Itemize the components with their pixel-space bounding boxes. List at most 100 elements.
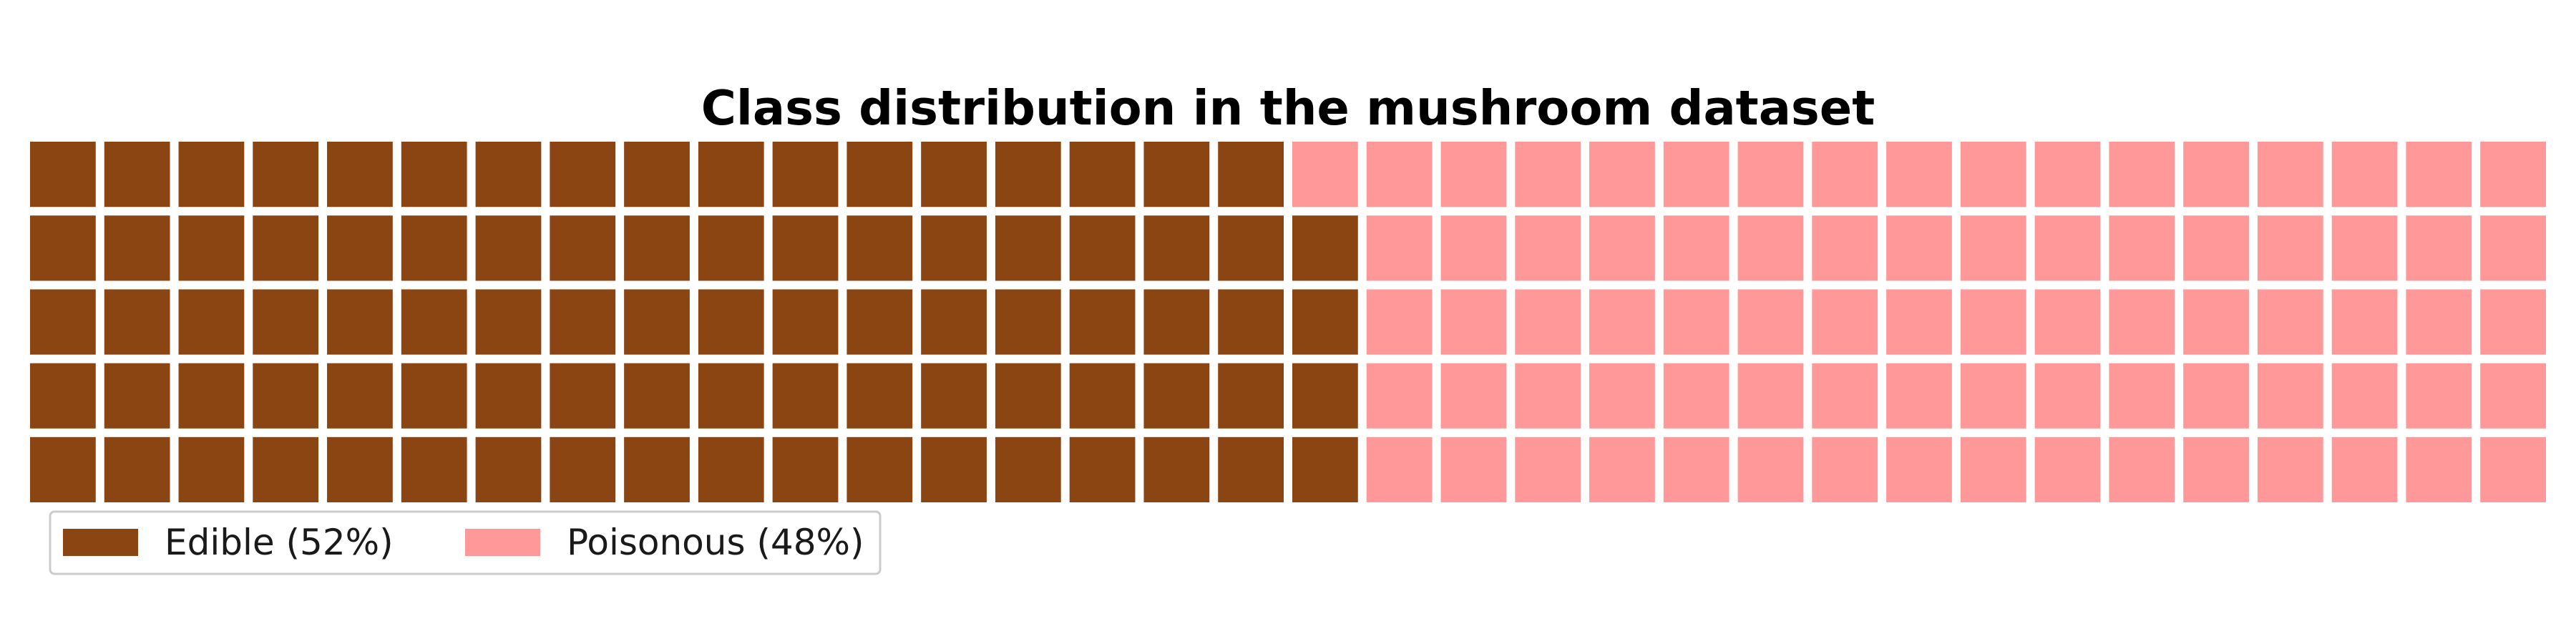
waffle-cell-edible	[104, 363, 170, 429]
waffle-cell-edible	[401, 142, 467, 208]
waffle-cell-poisonous	[1440, 215, 1507, 281]
waffle-cell-edible	[401, 436, 467, 502]
waffle-cell-edible	[698, 215, 764, 281]
waffle-cell-poisonous	[2109, 142, 2175, 208]
waffle-cell-poisonous	[1589, 215, 1655, 281]
waffle-cell-poisonous	[2034, 363, 2101, 429]
waffle-cell-edible	[995, 436, 1061, 502]
waffle-cell-edible	[178, 142, 245, 208]
legend-swatch	[63, 529, 138, 556]
waffle-cell-poisonous	[1589, 363, 1655, 429]
waffle-cell-poisonous	[2257, 289, 2323, 355]
waffle-cell-poisonous	[2406, 289, 2472, 355]
waffle-cell-edible	[475, 215, 542, 281]
waffle-cell-edible	[104, 215, 170, 281]
waffle-cell-edible	[253, 363, 319, 429]
waffle-cell-edible	[624, 436, 690, 502]
legend-label: Poisonous (48%)	[567, 522, 864, 563]
waffle-cell-poisonous	[2406, 363, 2472, 429]
waffle-cell-poisonous	[1812, 363, 1878, 429]
waffle-cell-poisonous	[2406, 215, 2472, 281]
waffle-cell-poisonous	[2331, 363, 2398, 429]
waffle-cell-edible	[1143, 363, 1210, 429]
waffle-cell-poisonous	[1663, 363, 1729, 429]
waffle-cell-edible	[475, 142, 542, 208]
waffle-cell-edible	[1292, 436, 1358, 502]
waffle-cell-poisonous	[2480, 142, 2546, 208]
waffle-cell-edible	[253, 142, 319, 208]
waffle-cell-poisonous	[1812, 289, 1878, 355]
waffle-cell-edible	[1069, 215, 1136, 281]
waffle-cell-edible	[104, 436, 170, 502]
waffle-cell-edible	[1292, 289, 1358, 355]
legend-entries: Edible (52%) Poisonous (48%)	[63, 522, 864, 563]
waffle-cell-edible	[921, 215, 987, 281]
waffle-cell-edible	[253, 436, 319, 502]
waffle-cell-poisonous	[1737, 215, 1804, 281]
waffle-cell-edible	[847, 363, 913, 429]
waffle-cell-poisonous	[1960, 289, 2026, 355]
waffle-cell-edible	[30, 363, 96, 429]
waffle-cell-poisonous	[1960, 215, 2026, 281]
waffle-cell-poisonous	[1515, 142, 1581, 208]
waffle-cell-edible	[921, 142, 987, 208]
waffle-cell-edible	[772, 142, 839, 208]
waffle-cell-poisonous	[2109, 363, 2175, 429]
waffle-cell-edible	[1143, 215, 1210, 281]
waffle-cell-poisonous	[1960, 142, 2026, 208]
legend: Edible (52%) Poisonous (48%)	[49, 510, 882, 575]
waffle-cell-poisonous	[2034, 142, 2101, 208]
waffle-cell-poisonous	[1440, 363, 1507, 429]
waffle-cell-edible	[1218, 363, 1284, 429]
waffle-cell-edible	[550, 436, 616, 502]
waffle-cell-poisonous	[1663, 436, 1729, 502]
waffle-cell-poisonous	[2183, 363, 2249, 429]
waffle-cell-poisonous	[2183, 142, 2249, 208]
waffle-cell-poisonous	[2183, 289, 2249, 355]
waffle-cell-poisonous	[1737, 289, 1804, 355]
waffle-cell-poisonous	[1886, 436, 1952, 502]
waffle-cell-poisonous	[1737, 363, 1804, 429]
waffle-cell-edible	[772, 436, 839, 502]
waffle-cell-poisonous	[1366, 436, 1433, 502]
waffle-cell-poisonous	[1515, 436, 1581, 502]
waffle-cell-edible	[327, 363, 393, 429]
waffle-cell-poisonous	[2034, 215, 2101, 281]
waffle-cell-poisonous	[2331, 215, 2398, 281]
waffle-cell-poisonous	[1886, 142, 1952, 208]
waffle-cell-edible	[698, 142, 764, 208]
waffle-cell-poisonous	[2257, 142, 2323, 208]
waffle-cell-poisonous	[2257, 215, 2323, 281]
waffle-cell-edible	[475, 363, 542, 429]
waffle-cell-edible	[178, 289, 245, 355]
waffle-cell-poisonous	[2109, 289, 2175, 355]
waffle-cell-poisonous	[1292, 142, 1358, 208]
waffle-cell-edible	[847, 142, 913, 208]
waffle-cell-poisonous	[1960, 363, 2026, 429]
waffle-cell-poisonous	[1886, 289, 1952, 355]
waffle-cell-edible	[30, 142, 96, 208]
waffle-cell-edible	[178, 363, 245, 429]
waffle-cell-poisonous	[2480, 215, 2546, 281]
waffle-cell-edible	[1218, 436, 1284, 502]
waffle-cell-poisonous	[1589, 142, 1655, 208]
waffle-cell-edible	[475, 289, 542, 355]
waffle-cell-poisonous	[2257, 436, 2323, 502]
waffle-cell-edible	[921, 436, 987, 502]
waffle-cell-edible	[327, 215, 393, 281]
waffle-cell-edible	[1143, 289, 1210, 355]
waffle-cell-edible	[624, 289, 690, 355]
legend-swatch	[465, 529, 540, 556]
waffle-cell-edible	[401, 215, 467, 281]
waffle-cell-edible	[104, 289, 170, 355]
chart-title: Class distribution in the mushroom datas…	[701, 80, 1875, 136]
waffle-cell-edible	[550, 142, 616, 208]
waffle-cell-poisonous	[2109, 436, 2175, 502]
waffle-cell-edible	[327, 142, 393, 208]
waffle-cell-edible	[104, 142, 170, 208]
waffle-cell-poisonous	[1589, 436, 1655, 502]
waffle-cell-poisonous	[1366, 142, 1433, 208]
waffle-cell-poisonous	[1366, 289, 1433, 355]
waffle-cell-poisonous	[2331, 436, 2398, 502]
waffle-cell-poisonous	[2257, 363, 2323, 429]
